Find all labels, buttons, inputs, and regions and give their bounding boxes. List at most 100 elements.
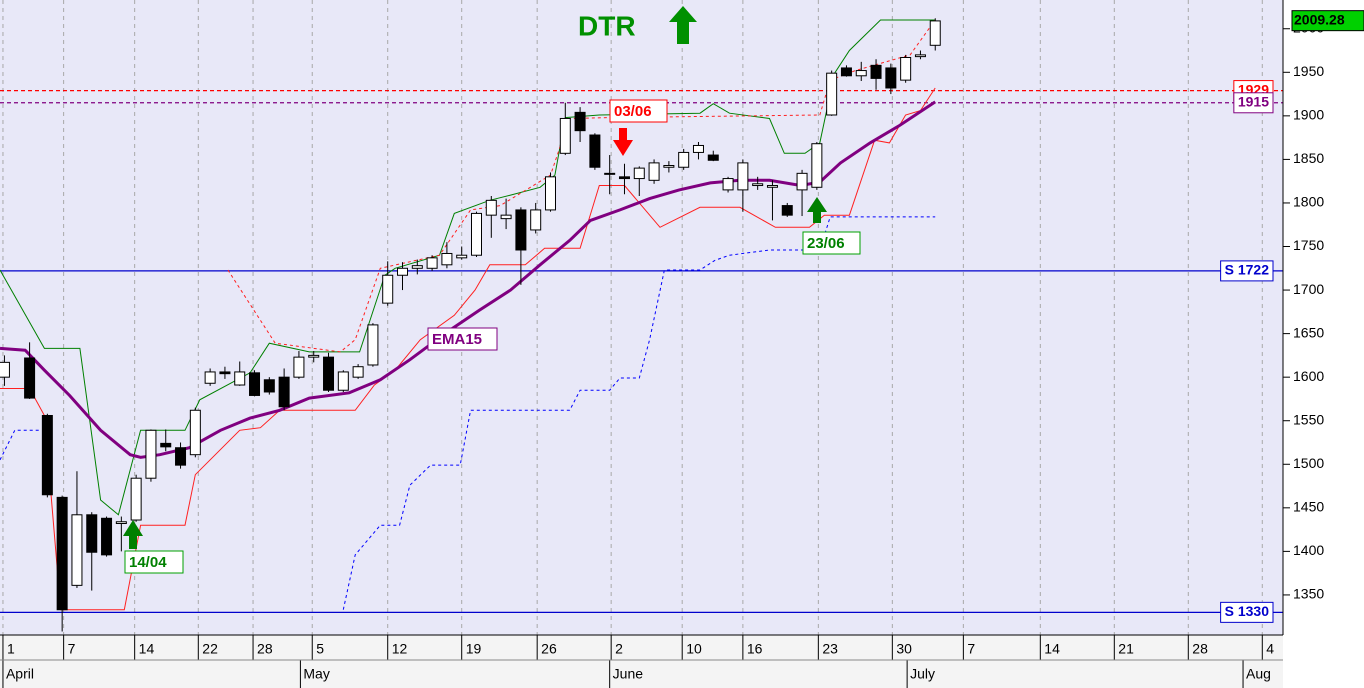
x-tick-label: 7 — [967, 641, 975, 657]
annotation: 14/04 — [129, 554, 167, 571]
last-value-box — [1291, 10, 1364, 32]
candle-body — [515, 209, 527, 251]
up-arrow — [807, 197, 827, 223]
candle-body — [544, 176, 556, 211]
candle-body — [559, 117, 571, 154]
candle-body — [929, 20, 941, 46]
candle-body — [796, 172, 808, 191]
levels — [0, 89, 1283, 613]
x-tick-label: 23 — [822, 641, 838, 657]
candle-body — [885, 67, 897, 89]
candle-body — [633, 167, 645, 180]
level-label-box — [1233, 92, 1274, 114]
chart-title: DTR — [578, 10, 636, 41]
candle-body — [263, 379, 275, 393]
indicator-line — [0, 100, 937, 459]
candle-body — [219, 371, 231, 375]
annotation: 03/06 — [614, 103, 652, 120]
candle-body — [24, 357, 36, 399]
candle-body — [766, 185, 778, 188]
candle-body — [175, 447, 187, 466]
candle-body — [249, 372, 261, 396]
x-tick-label: 22 — [202, 641, 218, 657]
up-arrow — [669, 6, 697, 44]
candle-body — [41, 414, 53, 496]
candle-body — [101, 517, 113, 556]
level-label: S 1330 — [1225, 603, 1270, 619]
level-label: S 1722 — [1225, 262, 1270, 278]
candle-body — [914, 54, 926, 58]
candle-body — [870, 64, 882, 79]
candle-body — [71, 514, 83, 586]
candle-body — [115, 521, 127, 525]
y-tick-label: 1550 — [1293, 411, 1324, 427]
candle-body — [722, 178, 734, 191]
x-tick-label: 12 — [392, 641, 408, 657]
candle-body — [0, 361, 10, 378]
right-axis-area — [1283, 0, 1364, 688]
candle-body — [826, 72, 838, 116]
x-tick-label: 26 — [541, 641, 557, 657]
candle-body — [352, 366, 364, 378]
level-label-box — [1220, 260, 1274, 282]
candle-body — [441, 252, 453, 266]
last-value-label: 2009.28 — [1294, 11, 1345, 27]
candle-body — [397, 267, 409, 276]
x-tick-label: 28 — [257, 641, 273, 657]
y-tick-label: 1450 — [1293, 499, 1324, 515]
annotation-box — [609, 99, 668, 123]
candle-body — [56, 496, 68, 611]
y-tick-label: 1700 — [1293, 281, 1324, 297]
x-tick-label: 30 — [896, 641, 912, 657]
candle-body — [382, 274, 394, 304]
month-label: April — [6, 666, 34, 682]
candle-body — [604, 172, 616, 175]
y-tick-label: 1600 — [1293, 368, 1324, 384]
candle-body — [308, 354, 320, 358]
candle-body — [323, 356, 335, 391]
indicator-line — [0, 216, 936, 610]
annotation-box — [427, 327, 498, 351]
y-tick-label: 1500 — [1293, 455, 1324, 471]
candle-body — [234, 371, 246, 386]
candle-body — [130, 477, 142, 521]
y-tick-label: 1850 — [1293, 150, 1324, 166]
candle-body — [752, 183, 764, 187]
x-tick-label: 7 — [68, 641, 76, 657]
x-tick-label: 1 — [7, 641, 15, 657]
candle-body — [500, 214, 512, 220]
candle-body — [618, 176, 630, 180]
x-tick-label: 14 — [1044, 641, 1060, 657]
month-label: May — [303, 666, 329, 682]
candle-body — [471, 212, 483, 256]
indicator-line — [0, 19, 936, 516]
x-tick-label: 4 — [1266, 641, 1274, 657]
candle-body — [204, 371, 216, 384]
candle-body — [337, 371, 349, 391]
candle-body — [160, 442, 172, 448]
annotation: 23/06 — [807, 235, 845, 252]
candle-body — [589, 134, 601, 168]
annotation-box — [802, 231, 861, 255]
down-arrow — [613, 128, 633, 156]
bottom-axis-area — [0, 635, 1283, 688]
annotation: EMA15 — [432, 331, 482, 348]
axes: 1350 1400 1450 1500 1550 1600 1650 1700 1750 1800… — [2, 19, 1324, 688]
level-label: 1915 — [1238, 93, 1269, 109]
x-tick-label: 16 — [747, 641, 763, 657]
candle-body — [86, 514, 98, 553]
x-tick-label: 14 — [139, 641, 155, 657]
indicator-line — [0, 87, 936, 611]
y-tick-label: 1350 — [1293, 586, 1324, 602]
annotation-box — [124, 550, 184, 574]
candle-body — [367, 324, 379, 366]
candle-body — [648, 162, 660, 181]
y-tick-label: 1900 — [1293, 107, 1324, 123]
candle-body — [707, 154, 719, 161]
y-tick-label: 1750 — [1293, 237, 1324, 253]
candle-body — [678, 151, 690, 168]
x-tick-label: 10 — [686, 641, 702, 657]
candle-body — [426, 257, 438, 269]
